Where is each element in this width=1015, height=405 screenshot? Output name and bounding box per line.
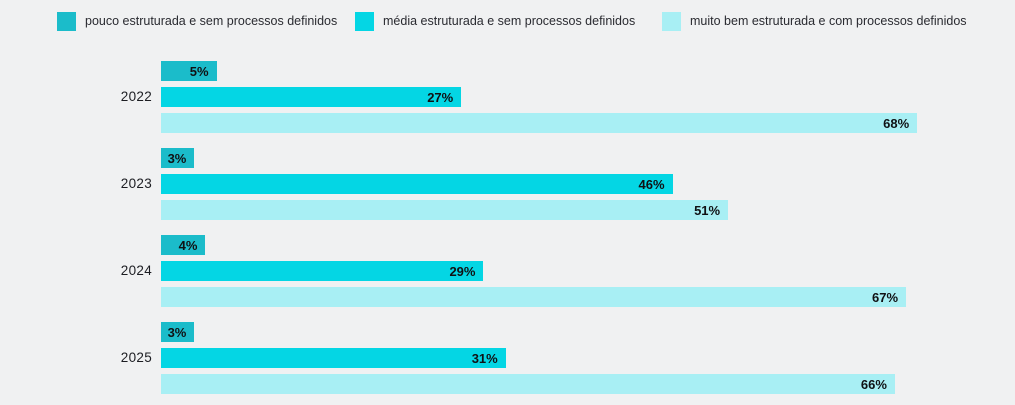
bar-2025-series-3: 66% — [161, 374, 895, 394]
legend-item-label: muito bem estruturada e com processos de… — [690, 14, 967, 28]
bar-2025-series-2: 31% — [161, 348, 506, 368]
bar-value-label: 27% — [427, 89, 454, 105]
legend-swatch-icon — [355, 12, 374, 31]
bar-value-label: 66% — [860, 376, 887, 392]
category-group-2025: 2025 3% 31% 66% — [0, 322, 1015, 394]
bar-value-label: 51% — [694, 202, 721, 218]
category-group-2024: 2024 4% 29% 67% — [0, 235, 1015, 307]
bar-value-label: 3% — [167, 324, 187, 340]
bar-value-label: 46% — [638, 176, 665, 192]
bar-value-label: 5% — [189, 63, 209, 79]
bar-2023-series-2: 46% — [161, 174, 673, 194]
bar-2024-series-3: 67% — [161, 287, 907, 307]
category-group-2022: 2022 5% 27% 68% — [0, 61, 1015, 133]
category-label: 2024 — [120, 263, 152, 278]
legend-item-1[interactable]: pouco estruturada e sem processos defini… — [57, 12, 337, 31]
bar-2025-series-1: 3% — [161, 322, 195, 342]
category-label: 2023 — [120, 176, 152, 191]
legend-swatch-icon — [662, 12, 681, 31]
category-label: 2022 — [120, 89, 152, 104]
legend-item-3[interactable]: muito bem estruturada e com processos de… — [662, 12, 967, 31]
legend-item-2[interactable]: média estruturada e sem processos defini… — [355, 12, 635, 31]
chart-legend: pouco estruturada e sem processos defini… — [0, 0, 1015, 44]
category-label: 2025 — [120, 350, 152, 365]
bar-2022-series-1: 5% — [161, 61, 217, 81]
legend-swatch-icon — [57, 12, 76, 31]
bar-value-label: 3% — [167, 150, 187, 166]
bar-2022-series-2: 27% — [161, 87, 462, 107]
category-group-2023: 2023 3% 46% 51% — [0, 148, 1015, 220]
bar-value-label: 29% — [449, 263, 476, 279]
bar-2023-series-1: 3% — [161, 148, 195, 168]
legend-item-label: pouco estruturada e sem processos defini… — [85, 14, 338, 28]
legend-item-label: média estruturada e sem processos defini… — [383, 14, 636, 28]
bar-2024-series-2: 29% — [161, 261, 484, 281]
bar-value-label: 68% — [883, 115, 910, 131]
bar-value-label: 31% — [471, 350, 498, 366]
bar-2023-series-3: 51% — [161, 200, 729, 220]
bar-value-label: 67% — [872, 289, 899, 305]
bar-2022-series-3: 68% — [161, 113, 918, 133]
bar-2024-series-1: 4% — [161, 235, 206, 255]
bar-value-label: 4% — [178, 237, 198, 253]
